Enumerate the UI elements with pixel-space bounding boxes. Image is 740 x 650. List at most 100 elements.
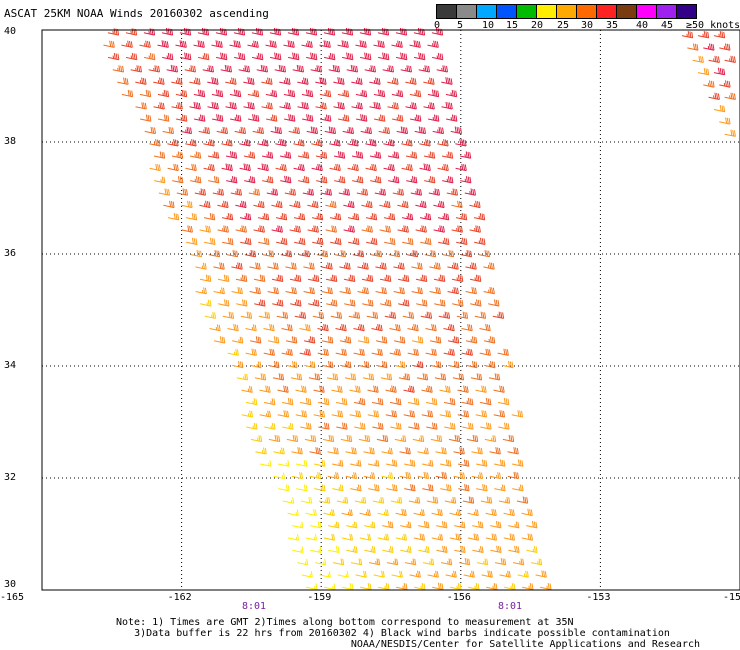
wind-barb xyxy=(427,114,440,122)
wind-barb xyxy=(275,163,287,172)
wind-barb xyxy=(462,496,475,504)
wind-barb xyxy=(314,484,326,492)
wind-barb xyxy=(436,521,448,529)
wind-barb xyxy=(489,447,501,455)
wind-barb xyxy=(419,139,431,147)
wind-barb xyxy=(222,311,235,319)
wind-barb xyxy=(382,521,394,529)
wind-barb xyxy=(399,447,411,455)
wind-barb xyxy=(470,299,482,307)
wind-barb xyxy=(313,459,326,467)
wind-barb xyxy=(383,213,396,221)
wind-barb xyxy=(521,508,533,517)
wind-barb xyxy=(382,546,394,553)
wind-barb xyxy=(347,163,359,172)
lat-label: 38 xyxy=(4,136,17,147)
wind-barb xyxy=(352,176,364,184)
wind-barb xyxy=(203,213,216,221)
wind-barb xyxy=(355,570,367,578)
wind-barb xyxy=(346,521,358,529)
legend-swatch xyxy=(636,4,657,19)
wind-barb xyxy=(295,410,307,418)
wind-barb xyxy=(421,459,434,467)
wind-barb xyxy=(153,151,166,159)
wind-barb xyxy=(425,397,438,406)
wind-barb xyxy=(431,508,443,517)
wind-barb xyxy=(420,237,432,245)
wind-barb xyxy=(461,323,473,332)
wind-barb xyxy=(407,397,420,406)
wind-barb xyxy=(461,397,474,406)
wind-barb xyxy=(438,237,450,245)
wind-barb xyxy=(291,447,303,455)
wind-barb xyxy=(297,151,310,159)
wind-barb xyxy=(448,360,460,369)
wind-barb xyxy=(371,348,383,356)
time-label-right: 8:01 xyxy=(498,601,523,612)
wind-barb xyxy=(194,188,206,196)
wind-barb xyxy=(363,447,375,455)
wind-barb xyxy=(197,52,210,61)
legend-label: 20 xyxy=(531,20,544,31)
legend-swatch xyxy=(476,4,497,19)
legend-swatch xyxy=(556,4,577,19)
wind-barb xyxy=(258,237,270,245)
wind-barb xyxy=(286,360,298,369)
wind-barb xyxy=(287,27,300,36)
wind-barb xyxy=(394,360,406,369)
wind-barb xyxy=(409,89,422,98)
wind-barb xyxy=(289,200,301,209)
wind-barb xyxy=(394,435,407,443)
wind-barb xyxy=(526,521,538,529)
wind-barb xyxy=(246,422,258,430)
wind-barb xyxy=(292,64,304,73)
wind-barb xyxy=(107,28,120,36)
wind-barb xyxy=(291,472,303,480)
wind-barb xyxy=(443,397,456,406)
wind-barb xyxy=(271,225,283,233)
legend-swatch xyxy=(536,4,557,19)
wind-barb xyxy=(221,163,233,172)
wind-barb xyxy=(383,139,395,147)
wind-barb xyxy=(719,117,731,125)
wind-barb xyxy=(167,213,180,221)
wind-barb xyxy=(407,323,419,332)
wind-barb xyxy=(469,225,481,233)
wind-barb xyxy=(535,570,547,578)
wind-barb xyxy=(703,43,715,51)
wind-barb xyxy=(251,27,264,36)
wind-barb xyxy=(459,151,472,159)
wind-barb xyxy=(339,336,352,344)
wind-barb xyxy=(265,114,278,122)
wind-barb xyxy=(724,55,736,63)
wind-barb xyxy=(461,348,473,356)
wind-barb xyxy=(447,336,460,344)
wind-barb xyxy=(286,434,299,443)
wind-barb xyxy=(481,570,493,578)
wind-barb xyxy=(319,89,332,98)
wind-barb xyxy=(416,373,429,381)
wind-barb xyxy=(285,287,297,295)
wind-barb xyxy=(431,52,444,61)
wind-barb xyxy=(376,360,388,369)
wind-barb xyxy=(321,287,333,295)
wind-barb xyxy=(305,509,317,517)
wind-barb xyxy=(332,484,344,492)
legend-label: 45 xyxy=(661,20,674,31)
wind-barb xyxy=(303,336,316,344)
wind-barb xyxy=(484,435,497,443)
wind-barb xyxy=(498,422,510,430)
wind-barb xyxy=(488,299,500,307)
wind-barb xyxy=(445,89,458,98)
wind-barb xyxy=(282,497,295,504)
wind-barb xyxy=(692,55,704,63)
wind-barb xyxy=(267,262,279,270)
wind-barb xyxy=(452,373,465,381)
wind-barb xyxy=(139,40,151,48)
wind-barb xyxy=(345,472,357,480)
wind-barb xyxy=(493,410,505,418)
wind-barb xyxy=(259,460,272,467)
wind-barb xyxy=(494,484,506,492)
wind-barb xyxy=(521,533,533,541)
wind-barb xyxy=(195,287,207,295)
